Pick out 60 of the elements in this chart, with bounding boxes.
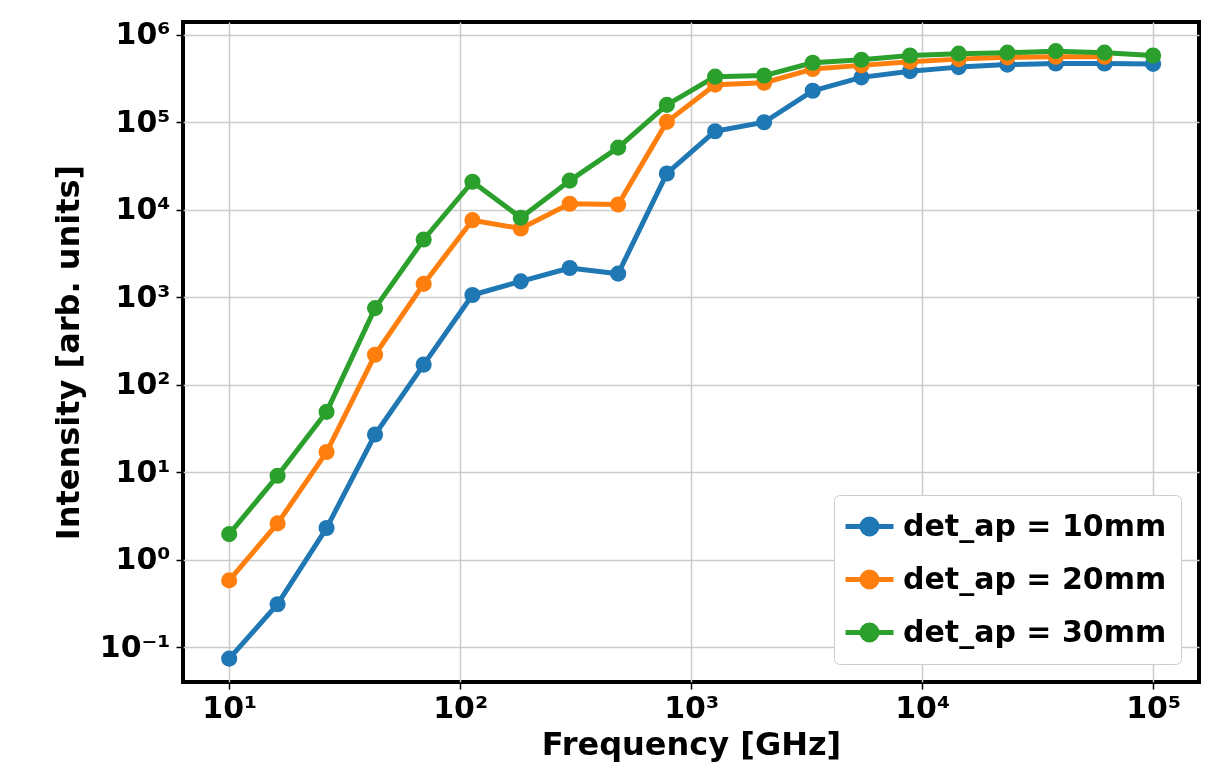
point bbox=[1145, 47, 1162, 64]
point bbox=[464, 286, 481, 304]
point bbox=[221, 650, 238, 667]
point bbox=[999, 44, 1016, 61]
x-axis-title: Frequency [GHz] bbox=[541, 724, 842, 763]
y-tick-label: 10³ bbox=[115, 278, 171, 314]
point bbox=[561, 172, 578, 189]
point bbox=[318, 403, 335, 420]
x-tick-label: 10² bbox=[433, 689, 489, 725]
point bbox=[221, 526, 238, 543]
point bbox=[269, 515, 286, 532]
point bbox=[1047, 43, 1064, 60]
point bbox=[707, 68, 724, 85]
x-tick-label: 10¹ bbox=[202, 689, 258, 725]
point bbox=[318, 444, 335, 461]
point bbox=[269, 596, 286, 613]
y-tick-label: 10² bbox=[115, 366, 171, 402]
point bbox=[707, 123, 724, 140]
y-tick-label: 10⁵ bbox=[115, 103, 171, 139]
point bbox=[610, 265, 627, 282]
x-tick-label: 10⁴ bbox=[895, 689, 951, 725]
point bbox=[804, 54, 821, 71]
point bbox=[756, 67, 773, 84]
point bbox=[658, 96, 675, 113]
y-tick-label: 10⁴ bbox=[115, 191, 171, 227]
point bbox=[512, 209, 529, 226]
point bbox=[415, 275, 432, 292]
point bbox=[901, 47, 919, 64]
legend-label: det_ap = 20mm bbox=[903, 560, 1167, 596]
point bbox=[853, 51, 870, 68]
point bbox=[658, 113, 675, 130]
point bbox=[950, 45, 967, 62]
point bbox=[366, 346, 384, 363]
y-tick-label: 10⁻¹ bbox=[99, 628, 171, 664]
x-tick-label: 10⁵ bbox=[1126, 689, 1182, 725]
point bbox=[561, 195, 578, 212]
point bbox=[269, 467, 286, 484]
y-axis-title: Intensity [arb. units] bbox=[48, 164, 87, 541]
point bbox=[415, 231, 432, 248]
legend-label: det_ap = 10mm bbox=[903, 507, 1167, 543]
y-tick-label: 10¹ bbox=[115, 453, 171, 489]
point bbox=[366, 300, 384, 317]
point bbox=[318, 520, 335, 537]
point bbox=[464, 212, 481, 229]
point bbox=[610, 139, 627, 156]
point bbox=[415, 356, 432, 373]
point bbox=[1096, 44, 1113, 61]
point bbox=[804, 82, 821, 99]
point bbox=[610, 196, 627, 213]
point bbox=[512, 273, 529, 290]
point bbox=[221, 572, 238, 589]
point bbox=[366, 426, 384, 443]
point bbox=[464, 173, 481, 190]
legend-label: det_ap = 30mm bbox=[903, 613, 1167, 649]
point bbox=[756, 114, 773, 131]
y-tick-label: 10⁶ bbox=[115, 16, 171, 52]
x-tick-label: 10³ bbox=[664, 689, 720, 725]
point bbox=[658, 165, 675, 182]
point bbox=[561, 259, 578, 277]
y-tick-label: 10⁰ bbox=[115, 541, 171, 577]
